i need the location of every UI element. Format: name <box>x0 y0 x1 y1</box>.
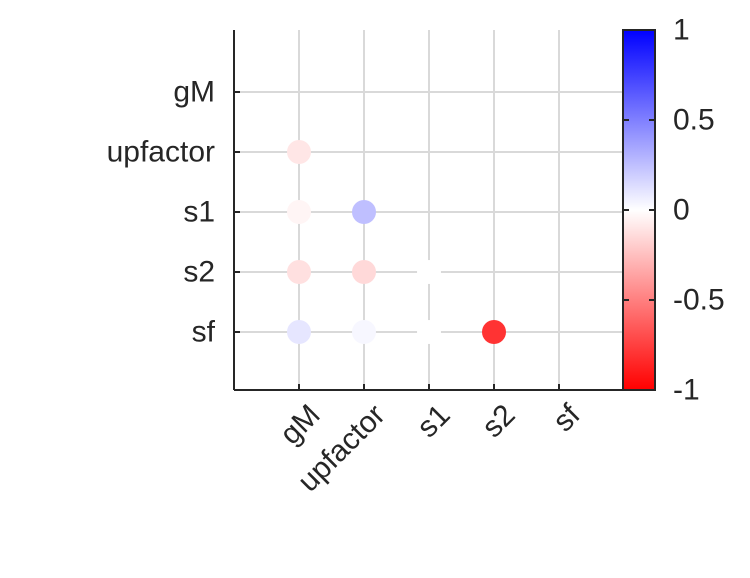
y-tick-label-gm: gM <box>173 76 215 109</box>
x-tick-label-s2: s2 <box>476 398 522 444</box>
y-tick-label-s2: s2 <box>183 256 215 289</box>
colorbar-tick-label--0-5: -0.5 <box>673 284 725 317</box>
corr-marker-sf-s1 <box>417 320 441 344</box>
corr-marker-sf-upfactor <box>352 320 376 344</box>
y-tick-label-sf: sf <box>192 316 216 349</box>
y-tick-label-s1: s1 <box>183 196 215 229</box>
colorbar-tick-label-0: 0 <box>673 194 690 227</box>
x-tick-label-s1: s1 <box>411 398 457 444</box>
colorbar-tick-label-0-5: 0.5 <box>673 104 715 137</box>
corr-marker-s2-gm <box>287 260 311 284</box>
colorbar: 1 0.5 0 -0.5 -1 <box>622 14 725 407</box>
axes <box>233 30 623 391</box>
corr-marker-upfactor-gm <box>287 140 311 164</box>
x-tick-label-gm: gM <box>274 398 327 451</box>
correlation-markers <box>287 140 506 344</box>
colorbar-tick-label--1: -1 <box>673 374 700 407</box>
colorbar-tick-label-1: 1 <box>673 14 690 47</box>
x-tick-label-sf: sf <box>547 398 587 438</box>
corr-marker-s1-gm <box>287 200 311 224</box>
corr-marker-s2-s1 <box>417 260 441 284</box>
corr-marker-s1-upfactor <box>352 200 376 224</box>
y-tick-label-upfactor: upfactor <box>107 136 215 169</box>
corr-marker-s2-upfactor <box>352 260 376 284</box>
corr-marker-sf-s2 <box>482 320 506 344</box>
corr-marker-sf-gm <box>287 320 311 344</box>
